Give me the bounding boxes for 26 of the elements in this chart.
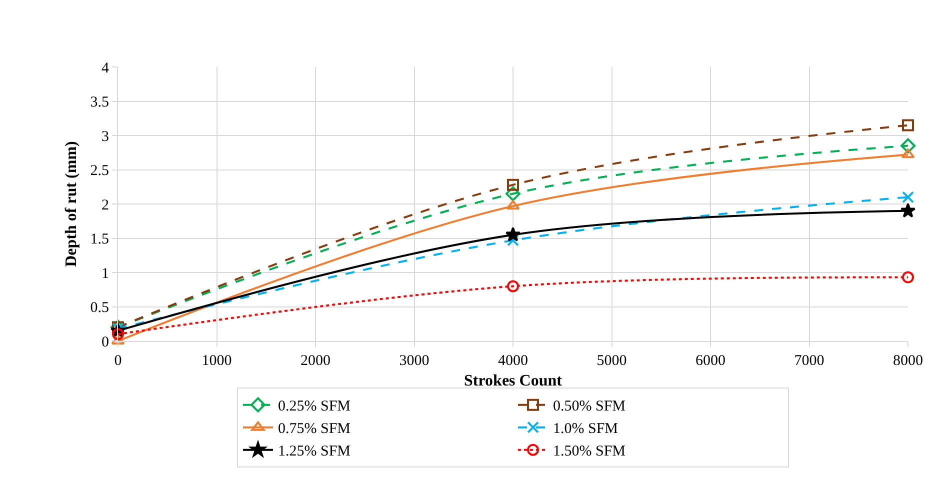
legend-label: 1.50% SFM bbox=[553, 444, 626, 460]
y-tick-label: 3.5 bbox=[90, 94, 109, 110]
legend-label: 1.25% SFM bbox=[278, 444, 351, 460]
legend-label: 0.25% SFM bbox=[278, 398, 351, 415]
x-tick-label: 7000 bbox=[794, 353, 824, 369]
x-tick-label: 4000 bbox=[498, 353, 528, 369]
x-tick-label: 1000 bbox=[202, 353, 232, 369]
y-tick-label: 1 bbox=[102, 266, 109, 282]
legend-label: 0.50% SFM bbox=[553, 398, 626, 415]
x-tick-label: 2000 bbox=[300, 353, 330, 369]
y-tick-label: 1.5 bbox=[90, 232, 109, 248]
x-tick-label: 0 bbox=[114, 353, 122, 369]
legend-label: 0.75% SFM bbox=[278, 421, 351, 438]
y-tick-label: 0.5 bbox=[90, 300, 109, 316]
x-tick-label: 3000 bbox=[399, 353, 430, 369]
y-tick-label: 0 bbox=[102, 334, 109, 350]
y-tick-label: 4 bbox=[102, 60, 110, 76]
y-tick-label: 2 bbox=[102, 197, 109, 214]
x-tick-label: 5000 bbox=[596, 353, 627, 369]
legend-label: 1.0% SFM bbox=[553, 421, 618, 438]
x-axis-title: Strokes Count bbox=[464, 372, 563, 390]
x-tick-label: 8000 bbox=[893, 353, 923, 369]
y-tick-label: 2.5 bbox=[90, 163, 109, 179]
y-axis-title: Depth of rut (mm) bbox=[63, 141, 80, 267]
y-tick-label: 3 bbox=[102, 128, 109, 145]
x-tick-label: 6000 bbox=[696, 353, 726, 369]
